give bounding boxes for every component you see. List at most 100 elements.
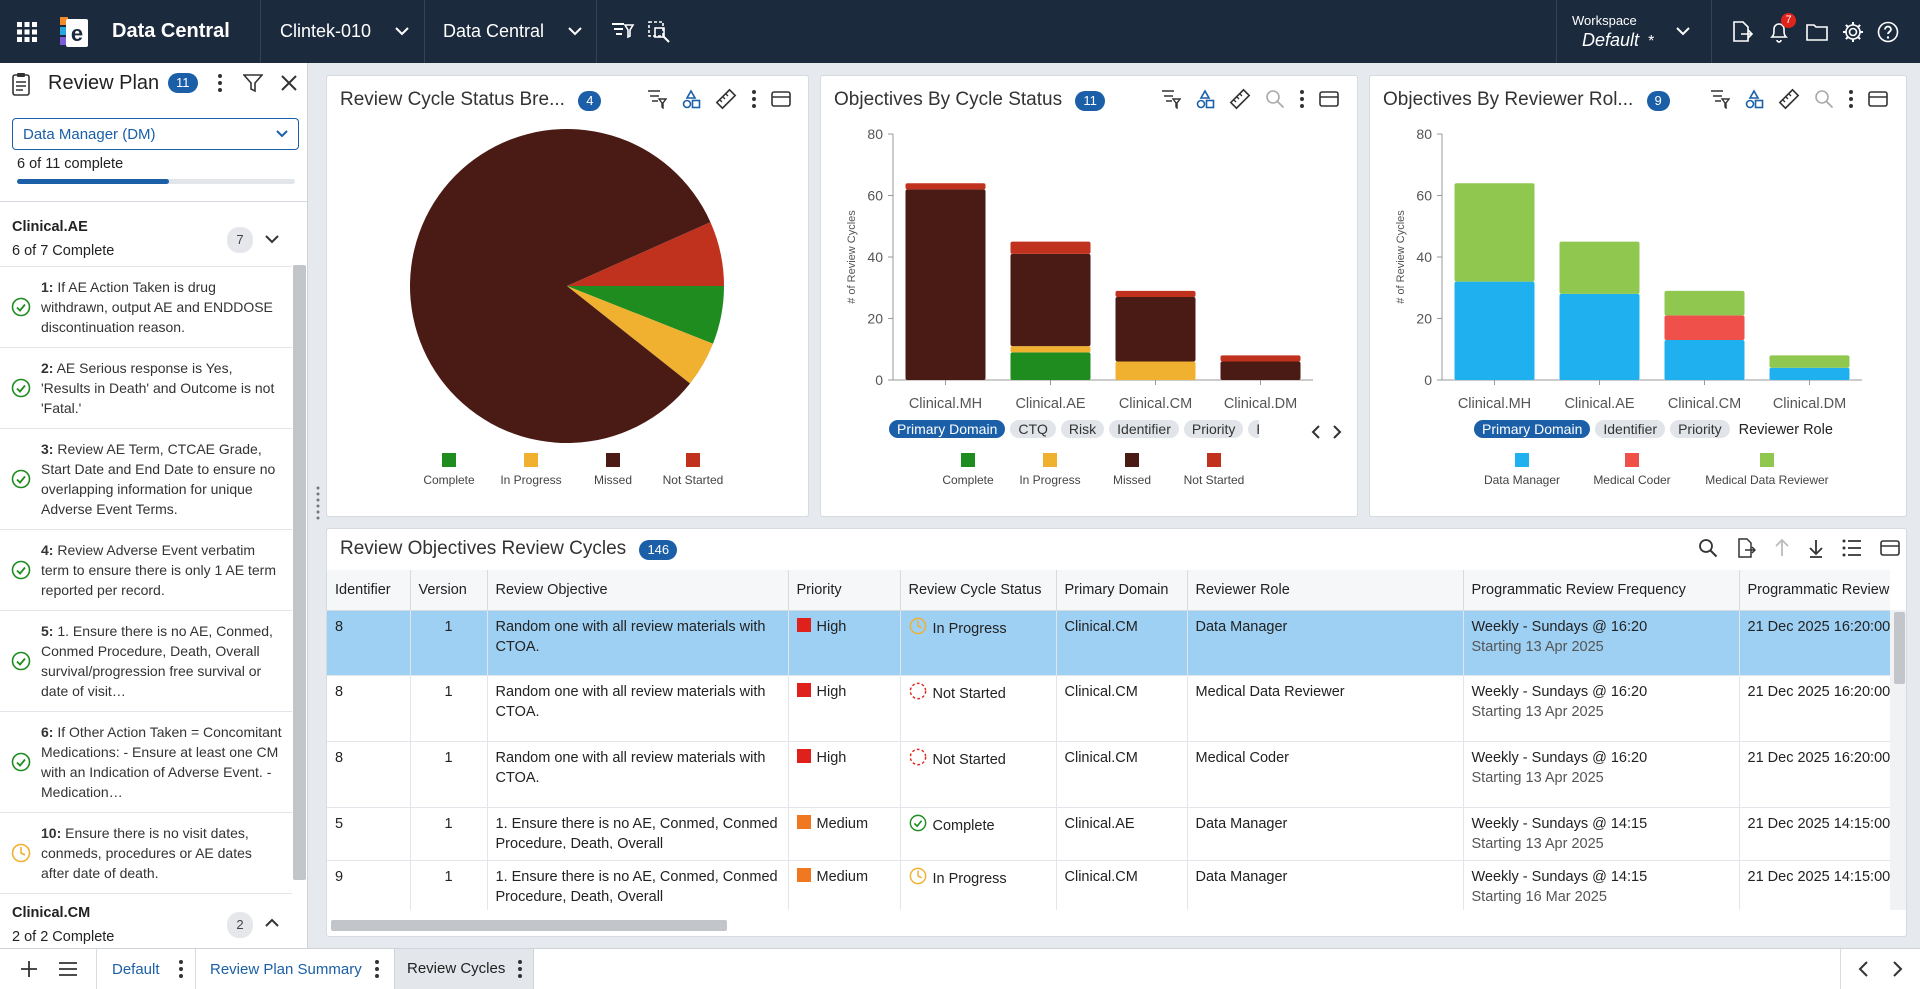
panel-layout-icon[interactable]: [1868, 91, 1888, 107]
more-vertical-icon[interactable]: [217, 72, 223, 94]
tab-menu-icon[interactable]: [58, 961, 78, 977]
column-header[interactable]: Identifier: [327, 570, 411, 611]
legend-item[interactable]: Medical Data Reviewer: [1687, 453, 1847, 487]
grouping-chip[interactable]: Identifier: [1595, 420, 1666, 438]
bar-segment-data-manager[interactable]: [1769, 367, 1850, 380]
grouping-chip[interactable]: Primary Domain: [1474, 420, 1591, 438]
scrollbar-thumb[interactable]: [331, 920, 727, 931]
ruler-icon[interactable]: [1229, 88, 1251, 110]
legend-item[interactable]: Complete: [928, 453, 1008, 487]
shapes-icon[interactable]: [681, 89, 701, 109]
column-header[interactable]: Reviewer Role: [1187, 570, 1464, 611]
more-vertical-icon[interactable]: [178, 959, 184, 979]
export-icon[interactable]: [1736, 538, 1756, 558]
chevron-left-icon[interactable]: [1858, 961, 1868, 977]
chevron-right-icon[interactable]: [1333, 425, 1342, 439]
legend-item[interactable]: Not Started: [1172, 453, 1256, 487]
pie-slice-complete[interactable]: [567, 286, 724, 344]
bar-segment-not-started[interactable]: [905, 183, 986, 190]
add-tab-icon[interactable]: [20, 960, 38, 978]
more-vertical-icon[interactable]: [517, 959, 523, 979]
legend-item[interactable]: Complete: [409, 453, 489, 487]
legend-item[interactable]: Data Manager: [1467, 453, 1577, 487]
search-icon[interactable]: [1698, 538, 1718, 558]
export-document-icon[interactable]: [1731, 0, 1753, 63]
move-up-icon[interactable]: [1774, 538, 1790, 558]
column-header[interactable]: Priority: [788, 570, 901, 611]
table-row[interactable]: 8 1 Random one with all review materials w…: [327, 675, 1890, 742]
close-icon[interactable]: [280, 74, 298, 92]
bar-segment-medical-data-reviewer[interactable]: [1454, 183, 1535, 282]
bar-segment-not-started[interactable]: [1115, 290, 1196, 297]
bar-segment-missed[interactable]: [1010, 253, 1091, 347]
objective-item[interactable]: 10: Ensure there is no visit dates, conm…: [0, 813, 292, 894]
objective-item[interactable]: 1: If AE Action Taken is drug withdrawn,…: [0, 267, 292, 348]
column-header[interactable]: Review Objective: [487, 570, 789, 611]
pie-slice-in-progress[interactable]: [567, 286, 713, 384]
bar-segment-in-progress[interactable]: [1010, 346, 1091, 353]
bar-segment-missed[interactable]: [905, 189, 986, 380]
more-vertical-icon[interactable]: [374, 959, 380, 979]
more-vertical-icon[interactable]: [1299, 89, 1305, 109]
zoom-icon[interactable]: [1265, 89, 1285, 109]
panel-layout-icon[interactable]: [1880, 540, 1900, 556]
chevron-down-icon[interactable]: [265, 235, 279, 244]
filter-chart-icon[interactable]: [1161, 89, 1181, 109]
notifications-bell-icon[interactable]: 7: [1768, 0, 1796, 63]
grouping-chip[interactable]: Identifier: [1109, 420, 1179, 438]
table-row[interactable]: 8 1 Random one with all review materials w…: [327, 741, 1890, 808]
legend-item[interactable]: Not Started: [653, 453, 733, 487]
chevron-right-icon[interactable]: [1893, 961, 1903, 977]
objective-item[interactable]: 3: Review AE Term, CTCAE Grade, Start Da…: [0, 429, 292, 530]
chevron-down-icon[interactable]: [1676, 0, 1690, 63]
table-row[interactable]: 9 1 1. Ensure there is no AE, Conmed, Conm…: [327, 860, 1890, 910]
objective-item[interactable]: 4: Review Adverse Event verbatim term to…: [0, 530, 292, 611]
select-region-icon[interactable]: [648, 0, 670, 63]
horizontal-scrollbar[interactable]: [327, 918, 1890, 932]
legend-item[interactable]: Medical Coder: [1577, 453, 1687, 487]
filter-list-icon[interactable]: [611, 0, 635, 63]
settings-gear-icon[interactable]: [1842, 0, 1864, 63]
legend-item[interactable]: Missed: [573, 453, 653, 487]
filter-chart-icon[interactable]: [1710, 89, 1730, 109]
scrollbar-thumb[interactable]: [1894, 612, 1905, 684]
bar-segment-medical-data-reviewer[interactable]: [1769, 355, 1850, 368]
chevron-left-icon[interactable]: [1311, 425, 1320, 439]
drag-handle-icon[interactable]: [315, 485, 321, 525]
objective-item[interactable]: 5: 1. Ensure there is no AE, Conmed, Con…: [0, 611, 292, 712]
pie-slice-not-started[interactable]: [567, 222, 724, 286]
shapes-icon[interactable]: [1744, 89, 1764, 109]
table-row[interactable]: 8 1 Random one with all review materials w…: [327, 610, 1890, 676]
bar-segment-not-started[interactable]: [1010, 241, 1091, 254]
tab-review-cycles[interactable]: Review Cycles: [394, 949, 534, 989]
table-row[interactable]: 5 1 1. Ensure there is no AE, Conmed, Conm…: [327, 807, 1890, 861]
objective-item[interactable]: 2: AE Serious response is Yes, 'Results …: [0, 348, 292, 429]
zoom-icon[interactable]: [1814, 89, 1834, 109]
tab-review-plan-summary[interactable]: Review Plan Summary: [210, 949, 362, 989]
grouping-chip[interactable]: CTQ: [1010, 420, 1056, 438]
role-select[interactable]: Data Manager (DM): [12, 118, 299, 150]
column-list-icon[interactable]: [1842, 539, 1862, 557]
more-vertical-icon[interactable]: [751, 89, 757, 109]
bar-segment-data-manager[interactable]: [1664, 340, 1745, 380]
panel-layout-icon[interactable]: [771, 91, 791, 107]
grouping-chip[interactable]: Priority: [1670, 420, 1730, 438]
folder-icon[interactable]: [1806, 0, 1828, 63]
bar-segment-missed[interactable]: [1115, 296, 1196, 362]
bar-segment-data-manager[interactable]: [1454, 281, 1535, 380]
chevron-up-icon[interactable]: [265, 918, 279, 927]
tab-default[interactable]: Default: [112, 949, 160, 989]
bar-segment-medical-data-reviewer[interactable]: [1559, 241, 1640, 294]
filter-icon[interactable]: [243, 73, 263, 93]
column-header[interactable]: Programmatic Review: [1739, 570, 1890, 611]
grouping-chip[interactable]: Primary Domain: [889, 420, 1006, 438]
bar-segment-medical-coder[interactable]: [1664, 315, 1745, 341]
group-clinical-ae[interactable]: Clinical.AE 6 of 7 Complete 7: [0, 202, 292, 267]
bar-segment-medical-data-reviewer[interactable]: [1664, 290, 1745, 316]
module-selector[interactable]: Data Central: [443, 0, 582, 63]
panel-layout-icon[interactable]: [1319, 91, 1339, 107]
move-down-icon[interactable]: [1808, 538, 1824, 558]
column-header[interactable]: Programmatic Review Frequency: [1463, 570, 1740, 611]
shapes-icon[interactable]: [1195, 89, 1215, 109]
column-header[interactable]: Review Cycle Status: [900, 570, 1057, 611]
